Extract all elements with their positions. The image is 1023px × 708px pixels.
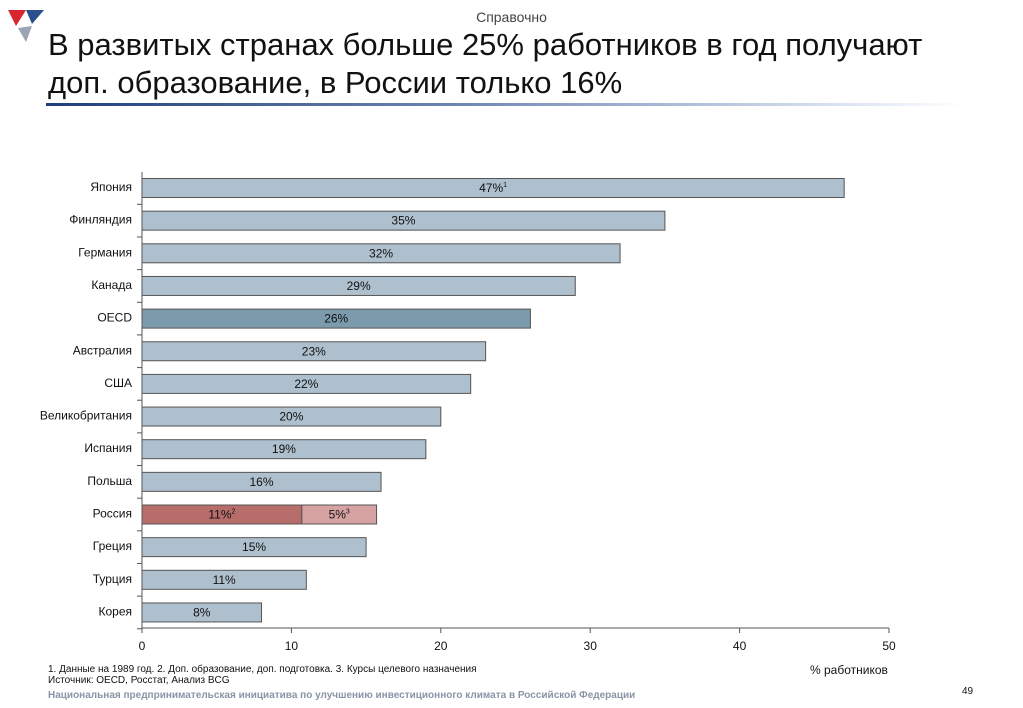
y-category-label: Греция bbox=[93, 539, 132, 553]
x-tick-label: 50 bbox=[882, 639, 896, 653]
y-category-label: США bbox=[104, 376, 132, 390]
bar-main bbox=[141, 569, 307, 590]
footnote-notes: 1. Данные на 1989 год. 2. Доп. образован… bbox=[48, 664, 477, 675]
y-category-label: Финляндия bbox=[69, 213, 132, 227]
y-category-label: Польша bbox=[87, 474, 132, 488]
bar-main bbox=[141, 210, 666, 231]
data-label: 11% bbox=[213, 573, 236, 587]
data-label: 32% bbox=[369, 246, 393, 260]
data-label: 20% bbox=[279, 410, 303, 424]
data-label: 47%1 bbox=[479, 181, 507, 195]
footer-organization: Национальная предпринимательская инициат… bbox=[48, 690, 636, 701]
x-tick-label: 40 bbox=[733, 639, 747, 653]
bar-main bbox=[141, 243, 621, 264]
page-number: 49 bbox=[962, 686, 974, 697]
x-tick-label: 10 bbox=[285, 639, 299, 653]
y-category-label: Япония bbox=[90, 180, 132, 194]
data-label: 19% bbox=[272, 442, 296, 456]
page-title: В развитых странах больше 25% работников… bbox=[48, 26, 988, 102]
logo-grey-shape bbox=[18, 26, 32, 42]
bar-main bbox=[141, 341, 487, 362]
y-category-label: Германия bbox=[78, 245, 132, 259]
y-category-label: Корея bbox=[98, 605, 132, 619]
y-category-label: Великобритания bbox=[40, 409, 132, 423]
y-category-label: Испания bbox=[84, 441, 132, 455]
bar-main bbox=[141, 178, 845, 198]
data-label: 35% bbox=[391, 214, 415, 228]
x-tick-label: 30 bbox=[584, 639, 598, 653]
y-category-label: OECD bbox=[97, 311, 132, 325]
page-title-line-2: доп. образование, в России только 16% bbox=[48, 65, 623, 100]
bar-main bbox=[141, 439, 427, 460]
data-label: 11%2 bbox=[208, 508, 235, 522]
bar-extra bbox=[301, 504, 378, 525]
bar-main bbox=[141, 406, 442, 427]
y-category-label: Канада bbox=[91, 278, 132, 292]
data-label: 8% bbox=[193, 606, 211, 620]
x-tick-label: 20 bbox=[434, 639, 448, 653]
data-label: 29% bbox=[347, 279, 371, 293]
y-category-label: Австралия bbox=[73, 343, 132, 357]
y-category-label: Турция bbox=[93, 572, 132, 586]
bar-main bbox=[141, 373, 472, 394]
x-axis-unit-label: % работников bbox=[810, 663, 888, 677]
reference-tag: Справочно bbox=[476, 9, 547, 25]
footnote-source: Источник: OECD, Росстат, Анализ BCG bbox=[48, 675, 230, 686]
logo-red-shape bbox=[8, 10, 26, 26]
y-category-label: Россия bbox=[93, 507, 132, 521]
x-tick-label: 0 bbox=[139, 639, 146, 653]
logo-icon bbox=[8, 10, 44, 42]
bar-main bbox=[141, 602, 263, 623]
data-label: 5%3 bbox=[329, 508, 350, 522]
bar-main bbox=[141, 471, 382, 492]
page-title-line-1: В развитых странах больше 25% работников… bbox=[48, 27, 923, 62]
bar-main bbox=[141, 308, 531, 329]
data-label: 16% bbox=[250, 475, 274, 489]
bar-main bbox=[141, 275, 576, 296]
data-label: 15% bbox=[242, 540, 266, 554]
data-label: 26% bbox=[324, 312, 348, 326]
logo-blue-shape bbox=[26, 10, 44, 24]
title-divider bbox=[46, 103, 966, 106]
data-label: 23% bbox=[302, 344, 326, 358]
data-label: 22% bbox=[294, 377, 318, 391]
bar-main bbox=[141, 537, 367, 558]
